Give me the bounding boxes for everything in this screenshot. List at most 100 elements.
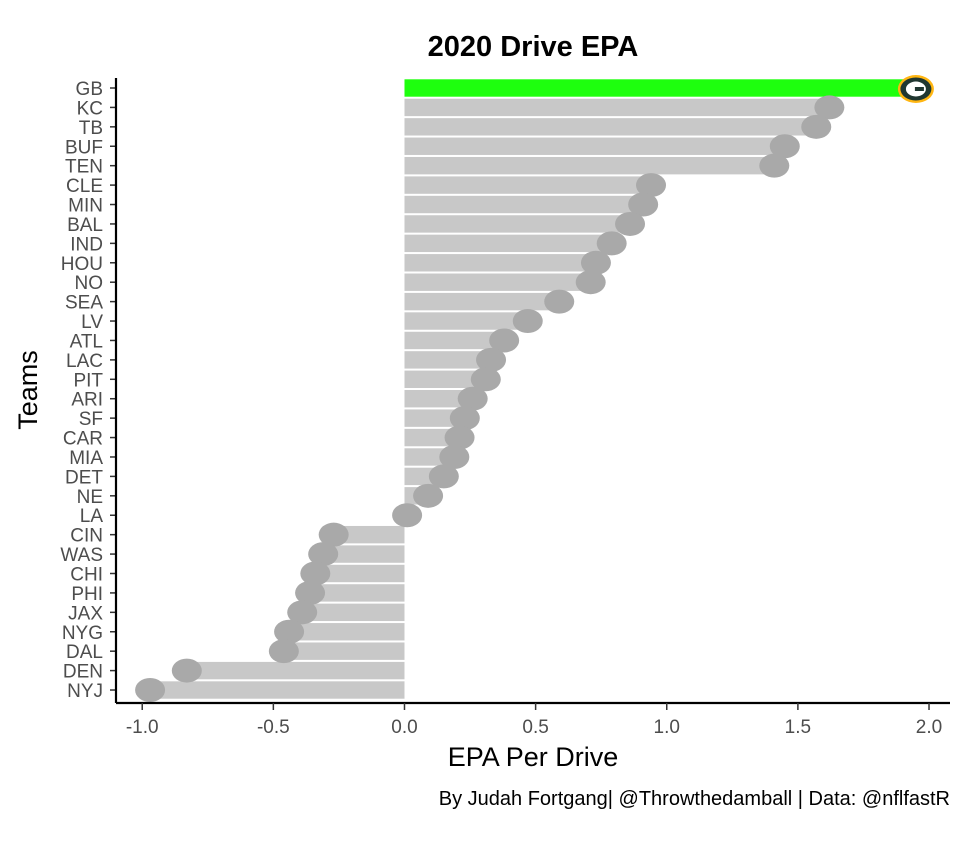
y-axis-title: Teams	[13, 350, 43, 430]
x-tick-label: 2.0	[916, 717, 942, 738]
y-tick-label-buf: BUF	[65, 137, 103, 158]
y-tick-label-sea: SEA	[65, 293, 103, 314]
logos-layer	[135, 75, 934, 703]
y-tick-label-dal: DAL	[66, 642, 103, 663]
bar-no	[404, 273, 591, 291]
y-tick-label-pit: PIT	[73, 370, 103, 391]
y-tick-label-cle: CLE	[66, 176, 103, 197]
y-tick-label-jax: JAX	[68, 603, 103, 624]
team-logo-ari	[457, 386, 488, 411]
team-logo-dal	[268, 639, 299, 664]
y-tick-label-ten: TEN	[65, 157, 103, 178]
y-tick-label-phi: PHI	[71, 584, 103, 605]
x-tick-label: 0.5	[522, 717, 548, 738]
team-logo-gb	[897, 75, 934, 103]
y-tick-label-la: LA	[80, 506, 104, 527]
bar-sea	[404, 292, 560, 311]
team-logo-ne	[413, 483, 444, 508]
bar-nyj	[150, 681, 405, 699]
bar-pit	[404, 370, 486, 388]
y-tick-label-car: CAR	[63, 429, 103, 450]
y-tick-label-ari: ARI	[71, 390, 103, 411]
x-tick-label: -1.0	[126, 717, 159, 738]
team-logo-ten	[759, 153, 790, 178]
y-tick-label-ne: NE	[77, 487, 103, 508]
y-tick-label-sf: SF	[79, 409, 103, 430]
y-tick-label-min: MIN	[68, 196, 103, 217]
bar-den	[186, 661, 405, 680]
bar-jax	[302, 603, 405, 622]
bar-atl	[404, 331, 505, 350]
bar-cin	[333, 525, 405, 544]
bars-layer	[150, 79, 916, 699]
x-axis-title: EPA Per Drive	[448, 742, 619, 772]
bar-tb	[404, 118, 817, 136]
bar-cle	[404, 176, 652, 194]
bar-ind	[404, 234, 612, 253]
y-tick-label-nyg: NYG	[62, 623, 103, 644]
y-tick-label-ind: IND	[70, 234, 103, 255]
y-tick-label-mia: MIA	[69, 448, 103, 469]
y-tick-label-hou: HOU	[61, 254, 103, 275]
team-logo-phi	[295, 580, 326, 605]
y-tick-label-atl: ATL	[70, 331, 103, 352]
bar-dal	[283, 642, 405, 660]
team-logo-buf	[769, 134, 800, 159]
team-logo-det	[428, 464, 459, 489]
bar-sf	[404, 409, 465, 427]
team-logo-was	[308, 542, 339, 567]
x-tick-label: 1.0	[654, 717, 680, 738]
team-logo-cin	[318, 522, 349, 547]
team-logo-atl	[489, 328, 520, 353]
team-logo-cle	[636, 173, 667, 198]
team-logo-nyg	[274, 619, 305, 644]
x-tick-label: -0.5	[257, 717, 290, 738]
team-logo-nyj	[135, 678, 166, 703]
team-logo-min	[628, 192, 659, 217]
team-logo-jax	[287, 600, 318, 625]
axes-layer: GBKCTBBUFTENCLEMINBALINDHOUNOSEALVATLLAC…	[60, 78, 950, 738]
team-logo-chi	[300, 561, 331, 586]
team-logo-sf	[449, 406, 480, 431]
team-logo-hou	[580, 250, 611, 275]
y-tick-label-no: NO	[75, 273, 104, 294]
y-tick-label-kc: KC	[77, 98, 103, 119]
bar-lv	[404, 312, 528, 330]
y-tick-label-lv: LV	[81, 312, 103, 333]
x-tick-label: 1.5	[785, 717, 811, 738]
chart-title: 2020 Drive EPA	[428, 31, 639, 63]
y-tick-label-was: WAS	[60, 545, 103, 566]
team-logo-lv	[512, 309, 543, 334]
y-tick-label-chi: CHI	[70, 565, 103, 586]
bar-kc	[404, 98, 830, 117]
y-tick-label-gb: GB	[76, 79, 103, 100]
bar-ten	[404, 156, 775, 175]
y-tick-label-lac: LAC	[66, 351, 103, 372]
y-tick-label-nyj: NYJ	[67, 681, 103, 702]
team-logo-car	[444, 425, 475, 450]
bar-lac	[404, 351, 492, 369]
team-logo-no	[575, 270, 606, 295]
team-logo-la	[392, 503, 423, 528]
team-logo-bal	[615, 211, 646, 236]
bar-buf	[404, 137, 785, 155]
bar-hou	[404, 254, 596, 272]
bar-min	[404, 195, 644, 214]
y-tick-label-den: DEN	[63, 662, 103, 683]
team-logo-kc	[814, 95, 845, 120]
y-tick-label-cin: CIN	[70, 526, 103, 547]
team-logo-den	[171, 658, 202, 683]
y-tick-label-tb: TB	[79, 118, 103, 139]
bar-was	[323, 545, 405, 563]
team-logo-sea	[544, 289, 575, 314]
bar-nyg	[289, 623, 405, 641]
y-tick-label-bal: BAL	[67, 215, 103, 236]
bar-bal	[404, 215, 631, 233]
bar-ari	[404, 390, 473, 408]
team-logo-tb	[801, 114, 832, 139]
x-tick-label: 0.0	[391, 717, 417, 738]
team-logo-mia	[439, 444, 470, 469]
bar-phi	[310, 584, 405, 602]
